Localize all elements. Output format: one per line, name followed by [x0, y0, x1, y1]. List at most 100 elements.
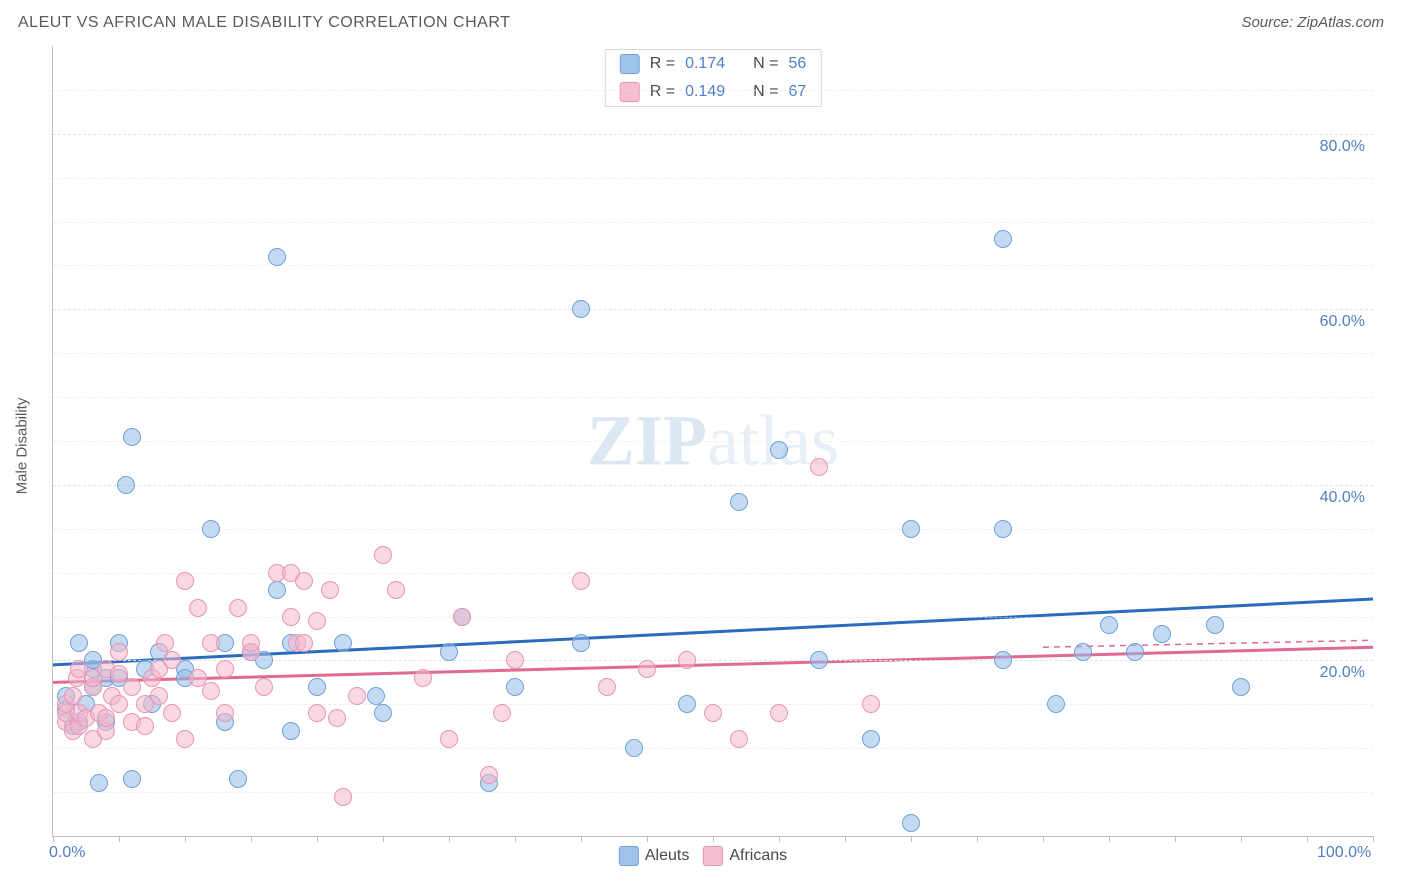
data-point: [328, 709, 346, 727]
data-point: [202, 682, 220, 700]
data-point: [810, 651, 828, 669]
chart-header: ALEUT VS AFRICAN MALE DISABILITY CORRELA…: [0, 0, 1406, 32]
data-point: [506, 678, 524, 696]
legend-r-label: R =: [650, 55, 675, 73]
data-point: [110, 695, 128, 713]
legend-n-value: 56: [788, 55, 806, 73]
gridline-minor: [53, 529, 1373, 530]
data-point: [440, 730, 458, 748]
gridline-minor: [53, 441, 1373, 442]
x-tick: [53, 836, 54, 842]
x-tick-label: 0.0%: [49, 844, 85, 862]
legend-n-label: N =: [753, 83, 778, 101]
data-point: [902, 520, 920, 538]
x-tick: [1175, 836, 1176, 842]
data-point: [572, 634, 590, 652]
legend-item-label: Aleuts: [645, 847, 689, 865]
data-point: [994, 520, 1012, 538]
data-point: [1206, 616, 1224, 634]
data-point: [704, 704, 722, 722]
data-point: [374, 546, 392, 564]
data-point: [367, 687, 385, 705]
data-point: [994, 651, 1012, 669]
gridline-minor: [53, 573, 1373, 574]
data-point: [638, 660, 656, 678]
data-point: [202, 634, 220, 652]
data-point: [730, 730, 748, 748]
data-point: [1126, 643, 1144, 661]
y-tick-label: 60.0%: [1320, 313, 1365, 331]
data-point: [994, 230, 1012, 248]
chart-title: ALEUT VS AFRICAN MALE DISABILITY CORRELA…: [18, 14, 510, 32]
chart-source: Source: ZipAtlas.com: [1241, 14, 1384, 31]
data-point: [117, 476, 135, 494]
legend-series: Aleuts Africans: [619, 846, 787, 866]
data-point: [387, 581, 405, 599]
legend-item: Africans: [703, 846, 787, 866]
x-tick: [581, 836, 582, 842]
x-tick: [1043, 836, 1044, 842]
data-point: [255, 678, 273, 696]
x-tick: [449, 836, 450, 842]
x-tick: [317, 836, 318, 842]
x-tick: [383, 836, 384, 842]
data-point: [97, 709, 115, 727]
data-point: [493, 704, 511, 722]
data-point: [506, 651, 524, 669]
gridline-minor: [53, 90, 1373, 91]
data-point: [678, 695, 696, 713]
data-point: [598, 678, 616, 696]
y-tick-label: 40.0%: [1320, 489, 1365, 507]
data-point: [90, 774, 108, 792]
data-point: [334, 634, 352, 652]
data-point: [334, 788, 352, 806]
data-point: [229, 599, 247, 617]
data-point: [308, 612, 326, 630]
y-tick-label: 20.0%: [1320, 664, 1365, 682]
x-tick: [647, 836, 648, 842]
legend-swatch: [703, 846, 723, 866]
x-tick-label: 100.0%: [1317, 844, 1371, 862]
data-point: [770, 704, 788, 722]
data-point: [268, 248, 286, 266]
y-axis-title: Male Disability: [14, 398, 31, 495]
data-point: [453, 608, 471, 626]
data-point: [282, 608, 300, 626]
gridline-minor: [53, 617, 1373, 618]
data-point: [862, 730, 880, 748]
gridline: [53, 309, 1373, 310]
legend-swatch: [619, 846, 639, 866]
data-point: [268, 581, 286, 599]
x-tick: [251, 836, 252, 842]
legend-r-label: R =: [650, 83, 675, 101]
data-point: [123, 770, 141, 788]
data-point: [282, 722, 300, 740]
data-point: [572, 572, 590, 590]
data-point: [308, 678, 326, 696]
data-point: [625, 739, 643, 757]
x-tick: [1373, 836, 1374, 842]
data-point: [678, 651, 696, 669]
gridline-minor: [53, 397, 1373, 398]
data-point: [810, 458, 828, 476]
legend-swatch: [620, 82, 640, 102]
x-tick: [1307, 836, 1308, 842]
data-point: [70, 634, 88, 652]
x-tick: [713, 836, 714, 842]
data-point: [64, 687, 82, 705]
data-point: [176, 730, 194, 748]
data-point: [414, 669, 432, 687]
x-tick: [119, 836, 120, 842]
legend-row: R =0.174N =56: [606, 50, 821, 78]
x-tick: [911, 836, 912, 842]
data-point: [163, 704, 181, 722]
data-point: [123, 428, 141, 446]
legend-r-value: 0.149: [685, 83, 725, 101]
data-point: [150, 687, 168, 705]
data-point: [163, 651, 181, 669]
data-point: [295, 572, 313, 590]
data-point: [229, 770, 247, 788]
gridline-minor: [53, 222, 1373, 223]
data-point: [348, 687, 366, 705]
scatter-plot: ZIPatlas R =0.174N =56R =0.149N =67 20.0…: [52, 46, 1373, 837]
